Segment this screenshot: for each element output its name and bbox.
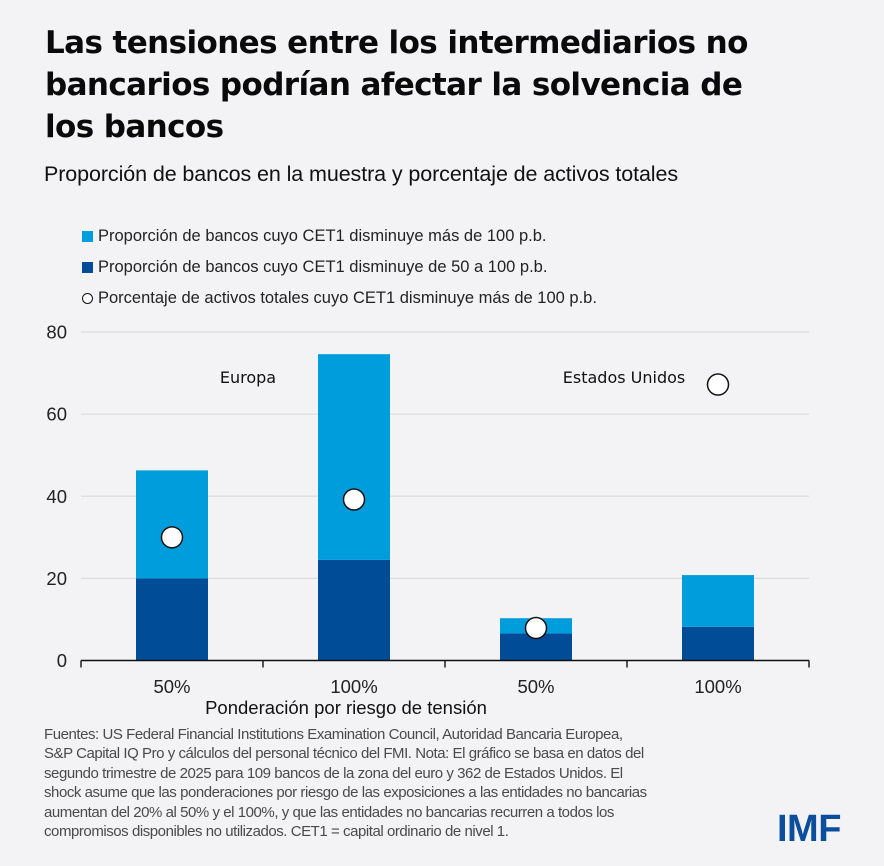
footnote-line: Fuentes: US Federal Financial Institutio… [44, 726, 623, 743]
marker-total-assets [524, 616, 548, 640]
bar-segment-above-100bp [136, 470, 208, 579]
light-blue-square-icon [82, 231, 93, 242]
footnote-line: aumentan del 20% al 50% y el 100%, y que… [44, 803, 614, 821]
chart-plot: 0 20 40 60 80 50% 100% 50% 100% Europa Estados U… [46, 322, 810, 718]
y-tick-label: 0 [57, 650, 67, 671]
bar-segment-50-to-100bp [682, 626, 754, 661]
y-tick-label: 20 [46, 568, 67, 589]
legend-item-50-to-100bp: Proporción de bancos cuyo CET1 disminuye… [82, 252, 597, 283]
bars [136, 354, 754, 661]
bar-segment-above-100bp [318, 354, 390, 560]
x-tick-label: 50% [517, 676, 554, 697]
bar-segment-50-to-100bp [136, 578, 208, 661]
markers [160, 373, 730, 640]
x-tick-label: 50% [153, 676, 190, 697]
chart-subtitle: Proporción de bancos en la muestra y por… [44, 162, 678, 186]
group-label: Estados Unidos [563, 368, 685, 387]
legend-item-above-100bp: Proporción de bancos cuyo CET1 disminuye… [82, 221, 597, 252]
legend-label: Porcentaje de activos totales cuyo CET1 … [98, 289, 597, 307]
white-circle-icon [82, 293, 93, 304]
footnote-line: compromisos disponibles no utilizados. C… [44, 823, 509, 841]
x-axis-tick-labels: 50% 100% 50% 100% [153, 676, 741, 697]
marker-total-assets [160, 526, 184, 549]
legend-label: Proporción de bancos cuyo CET1 disminuye… [98, 258, 548, 276]
y-axis-tick-labels: 0 20 40 60 80 [46, 322, 67, 672]
y-tick-label: 40 [46, 486, 67, 507]
y-tick-label: 60 [46, 404, 67, 425]
title-line: los bancos [45, 109, 224, 145]
footnote-line: segundo trimestre de 2025 para 109 banco… [44, 764, 623, 782]
legend-label: Proporción de bancos cuyo CET1 disminuye… [98, 227, 547, 245]
group-labels: Europa Estados Unidos [220, 368, 685, 387]
marker-total-assets [706, 373, 730, 396]
x-tick-label: 100% [330, 676, 377, 697]
legend-item-total-assets: Porcentaje de activos totales cuyo CET1 … [82, 283, 597, 314]
footnote-line: shock asume que las ponderaciones por ri… [44, 784, 647, 802]
x-tick-label: 100% [694, 676, 741, 697]
title-line: bancarios podrían afectar la solvencia d… [45, 67, 743, 103]
title-line: Las tensiones entre los intermediarios n… [45, 25, 748, 61]
legend: Proporción de bancos cuyo CET1 disminuye… [82, 221, 597, 314]
y-tick-label: 80 [46, 322, 67, 343]
footnote-line: S&P Capital IQ Pro y cálculos del person… [44, 745, 644, 763]
imf-logo: IMF [777, 808, 841, 850]
group-label: Europa [220, 368, 276, 387]
x-axis-title: Ponderación por riesgo de tensión [205, 697, 487, 718]
footnote: Fuentes: US Federal Financial Institutio… [44, 725, 744, 841]
dark-blue-square-icon [82, 262, 93, 273]
bar-segment-50-to-100bp [318, 559, 390, 661]
chart-title: Las tensiones entre los intermediarios n… [45, 22, 845, 148]
marker-total-assets [342, 488, 366, 511]
x-axis [80, 659, 810, 668]
bar-segment-above-100bp [682, 575, 754, 627]
